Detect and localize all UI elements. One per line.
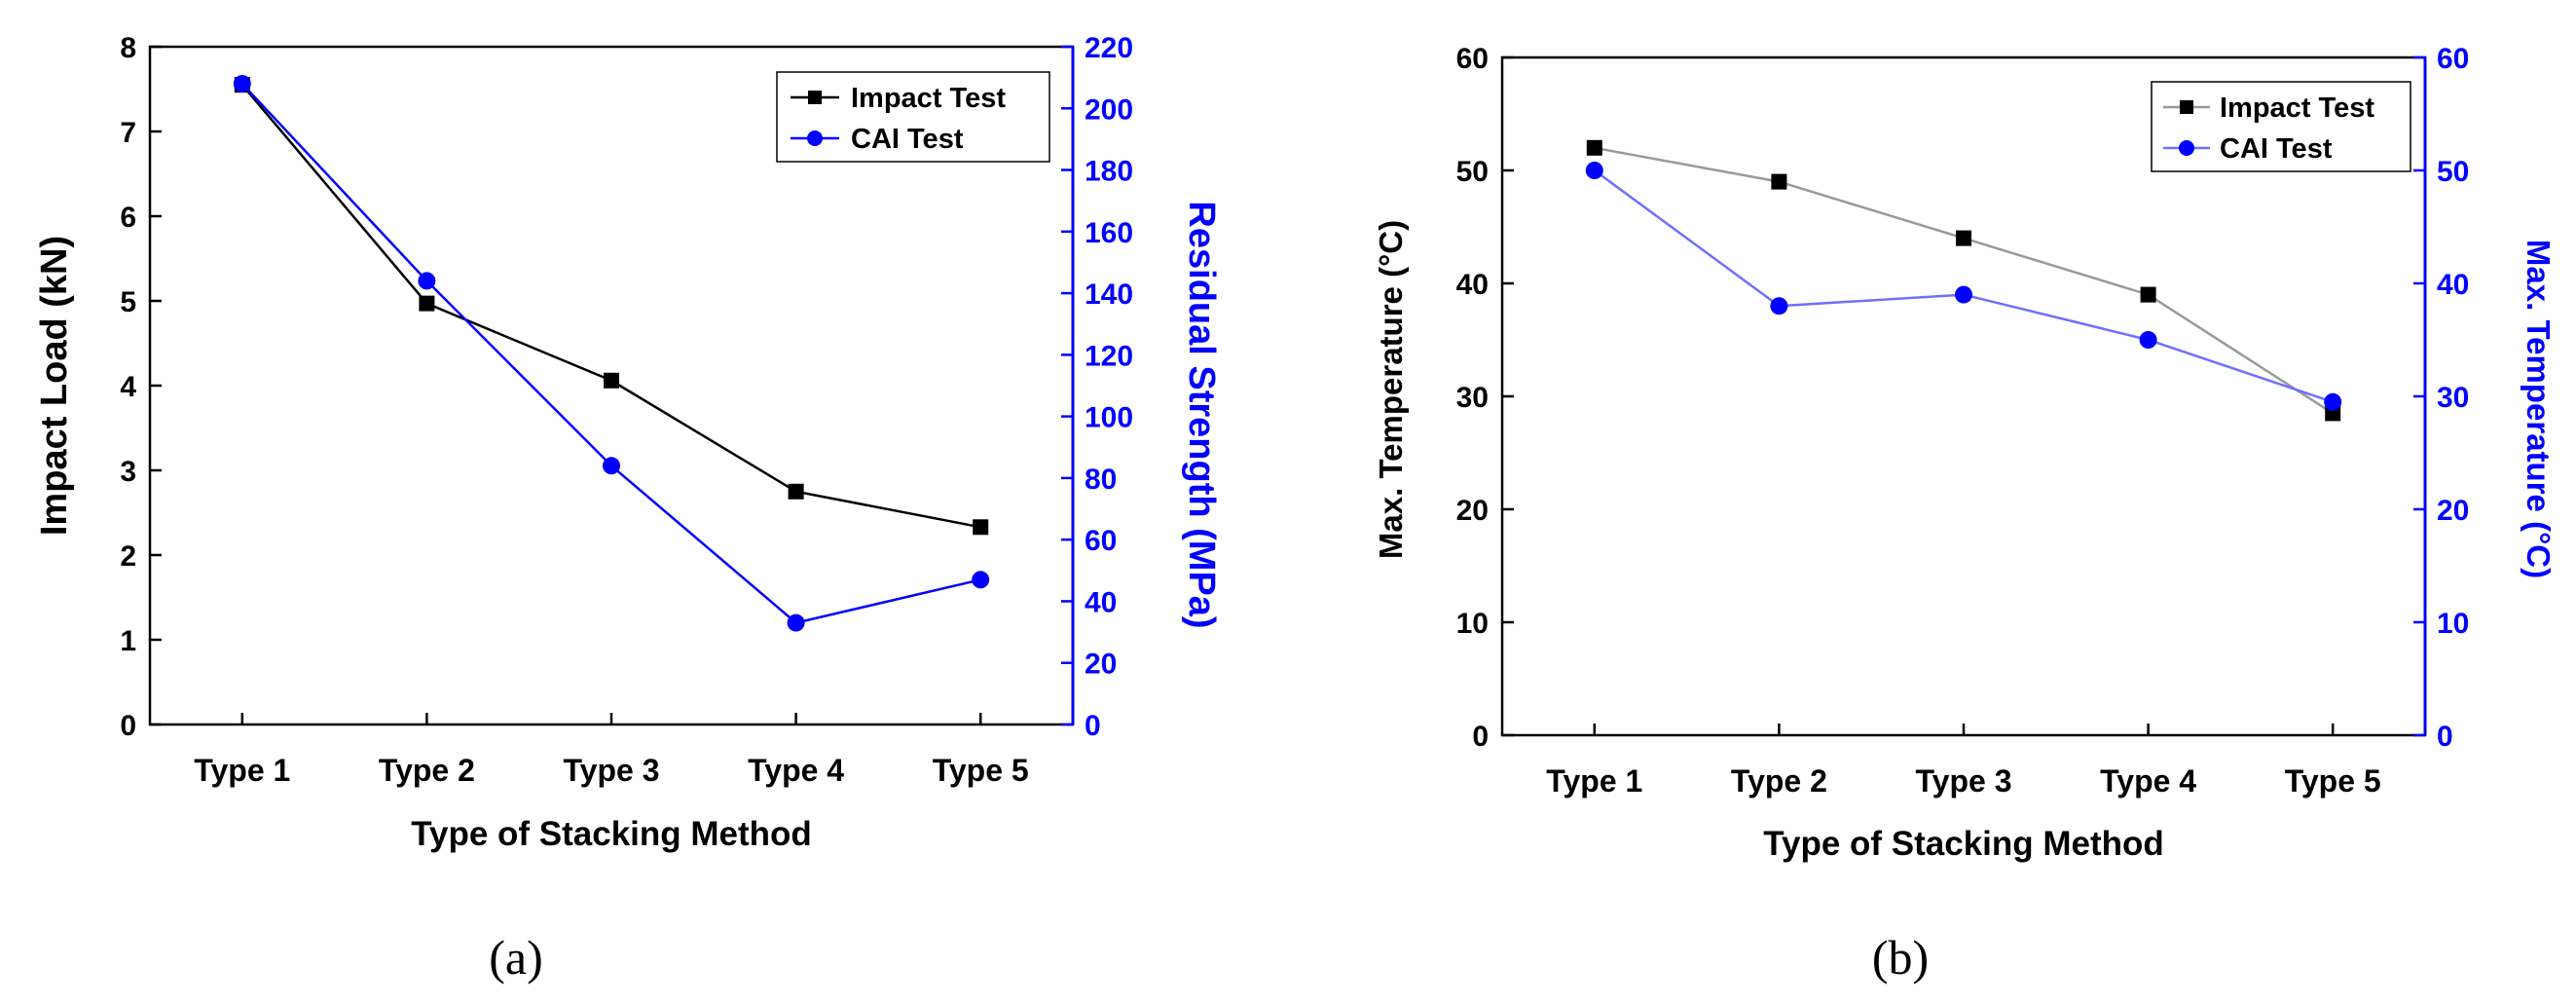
left-tick-label: 1: [120, 625, 136, 657]
legend-label-cai-b: CAI Test: [2220, 133, 2333, 165]
data-point-impact: [2140, 286, 2156, 303]
left-tick-label: 20: [1456, 495, 1489, 527]
x-tick-label: Type 2: [379, 753, 475, 788]
right-axis-ticks-a: 0 20 40 60 80 100 120 140 160 180 200 220: [1061, 32, 1133, 742]
right-tick-label: 180: [1085, 156, 1133, 188]
right-tick-label: 60: [1085, 525, 1117, 557]
right-tick-label: 220: [1085, 32, 1133, 64]
data-point-cai: [233, 74, 251, 93]
right-tick-label: 50: [2437, 156, 2469, 188]
legend-marker-impact-a: [808, 91, 822, 104]
x-axis-label-a: Type of Stacking Method: [411, 815, 812, 853]
legend-marker-cai-b: [2179, 140, 2194, 156]
data-point-impact: [973, 519, 989, 536]
right-tick-label: 80: [1085, 464, 1117, 496]
data-point-impact: [788, 483, 804, 500]
left-tick-label: 8: [120, 32, 136, 64]
left-axis-ticks-a: 0 1 2 3 4 5 6 7 8: [120, 32, 162, 742]
left-axis-ticks-b: 0 10 20 30 40 50 60: [1456, 43, 1514, 753]
left-tick-label: 3: [120, 456, 136, 488]
x-tick-label: Type 4: [2100, 763, 2196, 799]
series-group-b: [1585, 139, 2342, 422]
x-axis-ticks-b: Type 1 Type 2 Type 3 Type 4 Type 5: [1546, 724, 2381, 799]
right-tick-label: 60: [2437, 43, 2469, 75]
left-tick-label: 40: [1456, 269, 1489, 301]
x-tick-label: Type 4: [748, 753, 844, 788]
series-line-impact: [1594, 146, 2334, 415]
left-tick-label: 0: [1472, 721, 1489, 753]
legend-label-impact-b: Impact Test: [2220, 93, 2374, 124]
data-point-cai: [603, 457, 620, 475]
right-axis-ticks-b: 0 10 20 30 40 50 60: [2413, 43, 2469, 753]
legend-marker-impact-b: [2180, 100, 2193, 114]
data-point-cai: [2139, 331, 2157, 349]
legend-label-impact-a: Impact Test: [851, 83, 1006, 114]
panel-label-b: (b): [1872, 930, 1929, 984]
left-tick-label: 60: [1456, 43, 1489, 75]
legend-box-a: [776, 71, 1050, 163]
right-tick-label: 40: [2437, 269, 2469, 301]
x-tick-label: Type 5: [2285, 763, 2381, 799]
data-point-impact: [1771, 173, 1787, 190]
left-tick-label: 10: [1456, 608, 1489, 640]
y-axis-left-label-b: Max. Temperature (°C): [1373, 220, 1409, 559]
right-tick-label: 120: [1085, 340, 1133, 372]
data-point-impact: [419, 295, 435, 312]
left-tick-label: 4: [120, 371, 136, 403]
left-tick-label: 50: [1456, 156, 1489, 188]
x-axis-ticks-a: Type 1 Type 2 Type 3 Type 4 Type 5: [194, 713, 1029, 788]
right-tick-label: 200: [1085, 93, 1133, 126]
right-tick-label: 0: [2437, 721, 2453, 753]
left-tick-label: 0: [120, 710, 136, 742]
data-point-impact: [1956, 230, 1971, 246]
data-point-impact: [604, 372, 619, 389]
data-point-impact: [1586, 139, 1602, 156]
data-point-cai: [787, 613, 805, 632]
legend-a: Impact Test CAI Test: [776, 71, 1050, 163]
data-point-cai: [2324, 392, 2342, 411]
data-point-cai: [418, 272, 436, 290]
y-axis-right-label-a: Residual Strength (MPa): [1181, 201, 1222, 628]
left-tick-label: 6: [120, 202, 136, 234]
x-tick-label: Type 5: [933, 753, 1029, 788]
left-tick-label: 5: [120, 286, 136, 318]
right-tick-label: 10: [2437, 608, 2469, 640]
data-point-cai: [972, 571, 990, 589]
right-tick-label: 100: [1085, 402, 1133, 434]
x-tick-label: Type 3: [564, 753, 660, 788]
series-line-cai: [240, 83, 981, 624]
series-group-a: [233, 74, 990, 632]
x-tick-label: Type 1: [194, 753, 290, 788]
right-tick-label: 20: [1085, 649, 1117, 681]
x-tick-label: Type 1: [1546, 763, 1642, 799]
left-tick-label: 2: [120, 540, 136, 573]
y-axis-left-label-a: Impact Load (kN): [34, 236, 75, 536]
data-point-cai: [1955, 285, 1972, 304]
panel-label-a: (a): [489, 930, 543, 984]
legend-marker-cai-a: [807, 130, 823, 146]
legend-b: Impact Test CAI Test: [2151, 81, 2411, 172]
right-tick-label: 40: [1085, 586, 1117, 618]
legend-box-b: [2151, 81, 2411, 172]
data-point-cai: [1585, 162, 1603, 179]
legend-label-cai-a: CAI Test: [851, 124, 964, 155]
right-tick-label: 20: [2437, 495, 2469, 527]
x-axis-label-b: Type of Stacking Method: [1763, 825, 2164, 863]
right-tick-label: 140: [1085, 279, 1133, 311]
chart-panel-b: 0 10 20 30 40 50 60 0 10 20 30 40 50 60 Type 1 Type 2…: [1373, 43, 2557, 984]
x-tick-label: Type 2: [1731, 763, 1827, 799]
right-tick-label: 160: [1085, 217, 1133, 249]
chart-panel-a: 0 1 2 3 4 5 6 7 8 0 20 40 60 80 100 120 140 160 180 200 220…: [34, 32, 1222, 984]
x-tick-label: Type 3: [1916, 763, 2012, 799]
data-point-cai: [1770, 297, 1788, 316]
y-axis-right-label-b: Max. Temperature (°C): [2521, 240, 2557, 578]
left-tick-label: 7: [120, 117, 136, 149]
right-tick-label: 30: [2437, 382, 2469, 414]
left-tick-label: 30: [1456, 382, 1489, 414]
right-tick-label: 0: [1085, 710, 1101, 742]
